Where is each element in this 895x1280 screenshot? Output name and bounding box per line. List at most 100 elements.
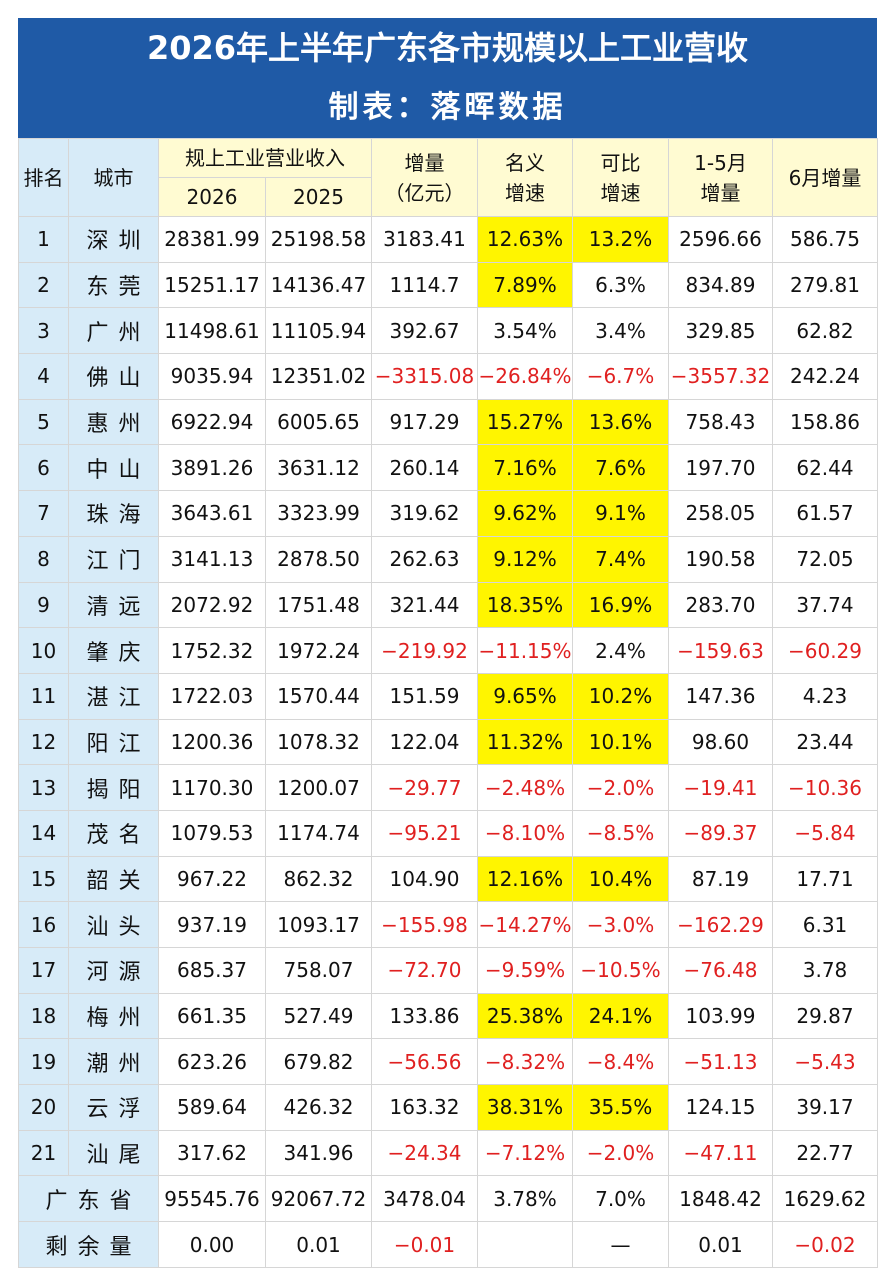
city: 云浮 (68, 1084, 159, 1131)
cell: 589.64 (158, 1084, 266, 1131)
cell: 9035.94 (158, 353, 266, 400)
cell: 12351.02 (265, 353, 372, 400)
cell: 242.24 (772, 353, 878, 400)
table-row: 16 汕头 937.19 1093.17 −155.98 −14.27% −3.0% −162… (18, 901, 878, 948)
row-label: 广东省 (18, 1175, 159, 1223)
cell: 1972.24 (265, 627, 372, 674)
cell: 7.0% (572, 1175, 669, 1223)
city: 梅州 (68, 992, 159, 1040)
cell: −95.21 (371, 809, 478, 857)
cell: 1848.42 (668, 1175, 773, 1223)
cell: 11105.94 (265, 307, 372, 355)
cell: 35.5% (572, 1084, 669, 1131)
rank: 2 (18, 261, 69, 309)
cell: −5.84 (772, 809, 878, 857)
column-header: 1-5月 增量 (668, 138, 773, 217)
table-row: 3 广州 11498.61 11105.94 392.67 3.54% 3.4% 329.85… (18, 307, 878, 355)
city: 韶关 (68, 855, 159, 903)
rank: 20 (18, 1084, 69, 1131)
cell: 158.86 (772, 398, 878, 446)
cell: 317.62 (158, 1129, 266, 1177)
cell: −3.0% (572, 901, 669, 948)
cell: 586.75 (772, 216, 878, 263)
cell: 98.60 (668, 718, 773, 766)
cell: 9.12% (477, 535, 573, 583)
cell: 1170.30 (158, 764, 266, 811)
cell: −29.77 (371, 764, 478, 811)
cell: 104.90 (371, 855, 478, 903)
cell: 3.54% (477, 307, 573, 355)
cell: 3141.13 (158, 535, 266, 583)
rank: 15 (18, 855, 69, 903)
city: 深圳 (68, 216, 159, 263)
cell: 6.3% (572, 261, 669, 309)
cell: 190.58 (668, 535, 773, 583)
cell: 4.23 (772, 672, 878, 720)
cell: 29.87 (772, 992, 878, 1040)
column-header: 城市 (68, 138, 159, 217)
subtitle: 制表：落晖数据 (328, 90, 567, 125)
cell: 87.19 (668, 855, 773, 903)
rank: 1 (18, 216, 69, 263)
table-row: 4 佛山 9035.94 12351.02 −3315.08 −26.84% −6.7% −3… (18, 353, 878, 400)
cell: 258.05 (668, 490, 773, 537)
cell: −8.5% (572, 809, 669, 857)
cell: 12.63% (477, 216, 573, 263)
rank: 21 (18, 1129, 69, 1177)
cell: 3.4% (572, 307, 669, 355)
city: 肇庆 (68, 627, 159, 674)
cell: 62.82 (772, 307, 878, 355)
cell: 1174.74 (265, 809, 372, 857)
table-header: 排名 城市 规上工业营业收入 增量 （亿元） 名义 增速 可比 增速 1-5月 增量 6月增量… (18, 138, 878, 217)
cell: 72.05 (772, 535, 878, 583)
cell: 10.2% (572, 672, 669, 720)
rank: 11 (18, 672, 69, 720)
header-row: 2026 2025 (19, 177, 878, 217)
title-banner: 2026年上半年广东各市规模以上工业营收 制表：落晖数据 (18, 18, 877, 138)
column-header: 2026 (158, 177, 266, 217)
cell: −8.10% (477, 809, 573, 857)
cell: 2.4% (572, 627, 669, 674)
table-row: 6 中山 3891.26 3631.12 260.14 7.16% 7.6% 197.70 62… (18, 444, 878, 492)
cell: 937.19 (158, 901, 266, 948)
cell: −51.13 (668, 1038, 773, 1086)
cell: 260.14 (371, 444, 478, 492)
data-table: 排名 城市 规上工业营业收入 增量 （亿元） 名义 增速 可比 增速 1-5月 增量 6月增量… (18, 138, 878, 1269)
cell: −60.29 (772, 627, 878, 674)
cell: 95545.76 (158, 1175, 266, 1223)
cell: 24.1% (572, 992, 669, 1040)
footer-row: 剩余量 0.00 0.01 −0.01—0.01 −0.02 (18, 1221, 878, 1269)
cell: 13.2% (572, 216, 669, 263)
cell: 279.81 (772, 261, 878, 309)
cell: 527.49 (265, 992, 372, 1040)
cell: 3323.99 (265, 490, 372, 537)
cell: −0.01 (371, 1221, 478, 1269)
cell: 661.35 (158, 992, 266, 1040)
cell: 9.1% (572, 490, 669, 537)
column-header: 2025 (265, 177, 372, 217)
cell: 7.16% (477, 444, 573, 492)
cell: 2878.50 (265, 535, 372, 583)
cell: 15.27% (477, 398, 573, 446)
cell: −10.5% (572, 947, 669, 994)
cell: 623.26 (158, 1038, 266, 1086)
city: 中山 (68, 444, 159, 492)
cell: 679.82 (265, 1038, 372, 1086)
cell: 163.32 (371, 1084, 478, 1131)
cell: −2.48% (477, 764, 573, 811)
cell: 1200.07 (265, 764, 372, 811)
rank: 14 (18, 809, 69, 857)
cell: −24.34 (371, 1129, 478, 1177)
cell: 92067.72 (265, 1175, 372, 1223)
cell: 834.89 (668, 261, 773, 309)
cell: −0.02 (772, 1221, 878, 1269)
cell: 38.31% (477, 1084, 573, 1131)
table-footer: 广东省 95545.76 92067.72 3478.04 3.78% 7.0% 1848.… (18, 1175, 878, 1269)
cell: 321.44 (371, 581, 478, 629)
column-header: 名义 增速 (477, 138, 573, 217)
city: 揭阳 (68, 764, 159, 811)
table-row: 18 梅州 661.35 527.49 133.86 25.38% 24.1% 103.99 2… (18, 992, 878, 1040)
cell: 1078.32 (265, 718, 372, 766)
cell: 122.04 (371, 718, 478, 766)
cell (477, 1221, 573, 1269)
